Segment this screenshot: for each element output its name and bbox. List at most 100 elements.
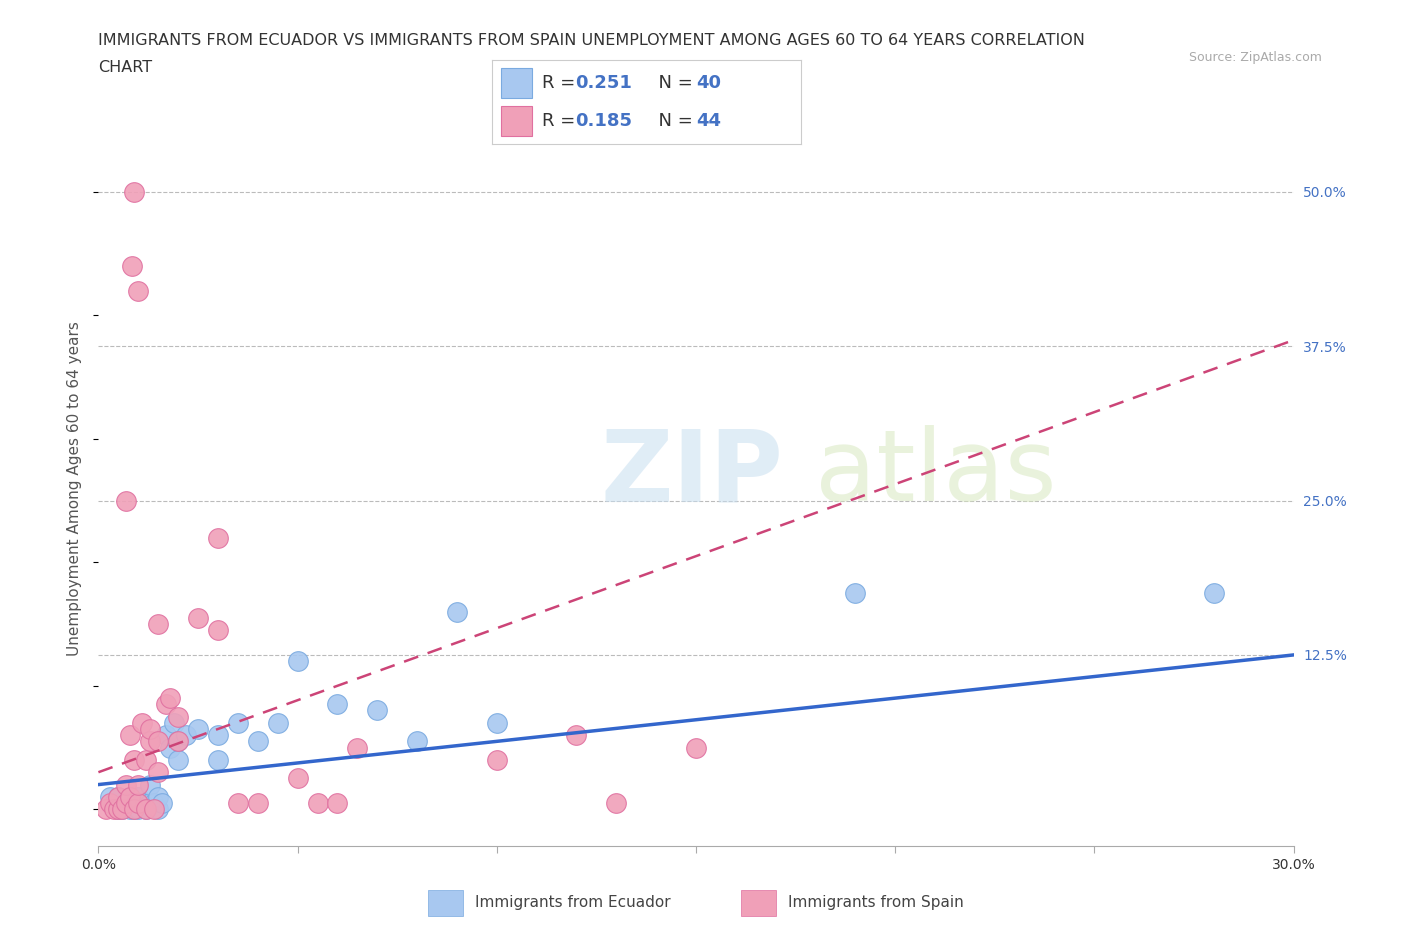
- Point: [226, 715, 249, 730]
- Point: [148, 802, 170, 817]
- Point: [131, 796, 153, 811]
- Bar: [502, 106, 533, 136]
- Point: [155, 728, 177, 743]
- Text: R =: R =: [541, 74, 581, 92]
- Point: [287, 771, 309, 786]
- Text: ZIP: ZIP: [600, 425, 783, 523]
- Point: [246, 734, 269, 749]
- Point: [124, 752, 146, 767]
- Point: [346, 740, 368, 755]
- Text: Source: ZipAtlas.com: Source: ZipAtlas.com: [1188, 51, 1322, 64]
- Point: [287, 654, 309, 669]
- Point: [135, 752, 157, 767]
- Point: [446, 604, 468, 619]
- Point: [159, 691, 181, 706]
- Point: [103, 796, 125, 811]
- Point: [307, 796, 329, 811]
- Point: [485, 752, 508, 767]
- Point: [174, 728, 197, 743]
- Point: [121, 259, 143, 273]
- Point: [565, 728, 588, 743]
- Point: [124, 802, 146, 817]
- Point: [207, 530, 229, 545]
- Point: [148, 764, 170, 779]
- Point: [135, 802, 157, 817]
- Point: [187, 610, 209, 625]
- Point: [124, 802, 146, 817]
- Point: [150, 796, 173, 811]
- Text: N =: N =: [647, 74, 699, 92]
- Point: [139, 722, 162, 737]
- Point: [115, 796, 138, 811]
- Text: 44: 44: [696, 112, 721, 129]
- Bar: [502, 68, 533, 99]
- Point: [187, 722, 209, 737]
- Point: [124, 796, 146, 811]
- Point: [107, 802, 129, 817]
- Text: 0.251: 0.251: [575, 74, 633, 92]
- Text: atlas: atlas: [815, 425, 1057, 523]
- Point: [120, 790, 142, 804]
- Point: [167, 734, 190, 749]
- Point: [1202, 586, 1225, 601]
- Point: [246, 796, 269, 811]
- Point: [167, 752, 190, 767]
- Point: [207, 623, 229, 638]
- Point: [844, 586, 866, 601]
- Point: [167, 710, 190, 724]
- Point: [155, 697, 177, 711]
- Point: [100, 790, 122, 804]
- Text: R =: R =: [541, 112, 581, 129]
- Text: IMMIGRANTS FROM ECUADOR VS IMMIGRANTS FROM SPAIN UNEMPLOYMENT AMONG AGES 60 TO 6: IMMIGRANTS FROM ECUADOR VS IMMIGRANTS FR…: [98, 33, 1085, 47]
- Point: [131, 715, 153, 730]
- Point: [135, 802, 157, 817]
- Point: [139, 734, 162, 749]
- Point: [111, 802, 134, 817]
- Y-axis label: Unemployment Among Ages 60 to 64 years: Unemployment Among Ages 60 to 64 years: [67, 321, 83, 656]
- Point: [207, 728, 229, 743]
- Point: [163, 715, 186, 730]
- Point: [127, 777, 149, 792]
- Text: Immigrants from Spain: Immigrants from Spain: [787, 895, 963, 910]
- Text: 40: 40: [696, 74, 721, 92]
- Point: [406, 734, 429, 749]
- Point: [103, 802, 125, 817]
- Point: [159, 740, 181, 755]
- Point: [115, 493, 138, 508]
- Point: [115, 777, 138, 792]
- Point: [167, 734, 190, 749]
- Point: [100, 796, 122, 811]
- Point: [107, 790, 129, 804]
- Point: [143, 802, 166, 817]
- Point: [148, 734, 170, 749]
- Point: [127, 796, 149, 811]
- Point: [226, 796, 249, 811]
- Point: [143, 796, 166, 811]
- Point: [326, 796, 349, 811]
- Point: [127, 284, 149, 299]
- Point: [605, 796, 627, 811]
- Point: [120, 802, 142, 817]
- Point: [115, 796, 138, 811]
- Point: [127, 802, 149, 817]
- Point: [96, 802, 118, 817]
- Point: [107, 802, 129, 817]
- Point: [107, 790, 129, 804]
- Point: [267, 715, 290, 730]
- Point: [207, 752, 229, 767]
- Text: N =: N =: [647, 112, 699, 129]
- Point: [148, 790, 170, 804]
- Point: [120, 790, 142, 804]
- Point: [485, 715, 508, 730]
- Point: [139, 796, 162, 811]
- Text: Immigrants from Ecuador: Immigrants from Ecuador: [475, 895, 671, 910]
- Point: [685, 740, 707, 755]
- Text: 0.185: 0.185: [575, 112, 633, 129]
- Point: [148, 617, 170, 631]
- Point: [326, 697, 349, 711]
- Point: [124, 184, 146, 199]
- Point: [111, 802, 134, 817]
- Point: [139, 777, 162, 792]
- Bar: [427, 891, 463, 916]
- Point: [120, 728, 142, 743]
